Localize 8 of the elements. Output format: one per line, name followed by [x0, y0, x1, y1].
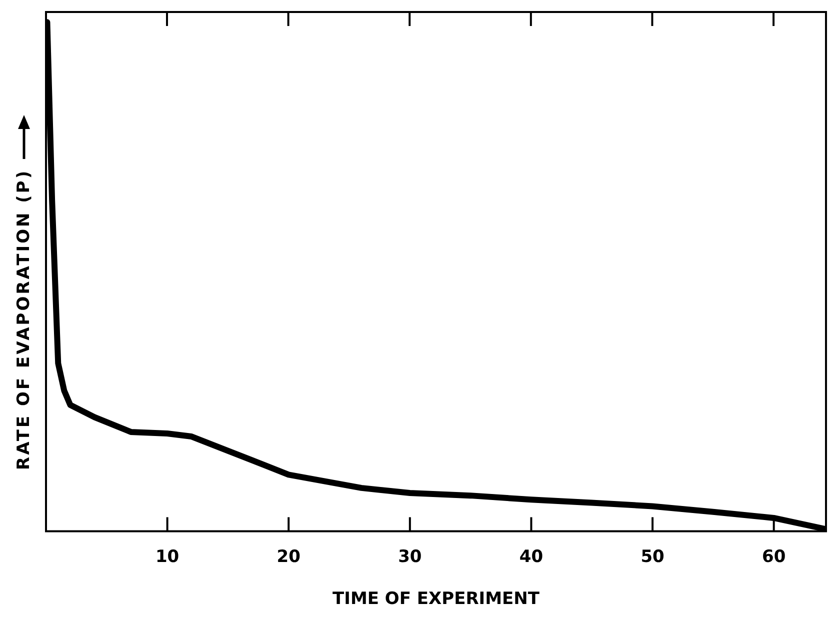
x-tick-label: 50 [640, 546, 665, 567]
x-tick-label: 30 [398, 546, 422, 567]
x-axis-title: TIME OF EXPERIMENT [332, 589, 540, 610]
x-tick-label: 20 [276, 546, 301, 567]
y-axis-title: RATE OF EVAPORATION (P) [14, 168, 34, 470]
x-tick-label: 10 [155, 546, 180, 567]
x-tick-label: 60 [762, 546, 786, 567]
x-tick-label: 40 [519, 546, 544, 567]
